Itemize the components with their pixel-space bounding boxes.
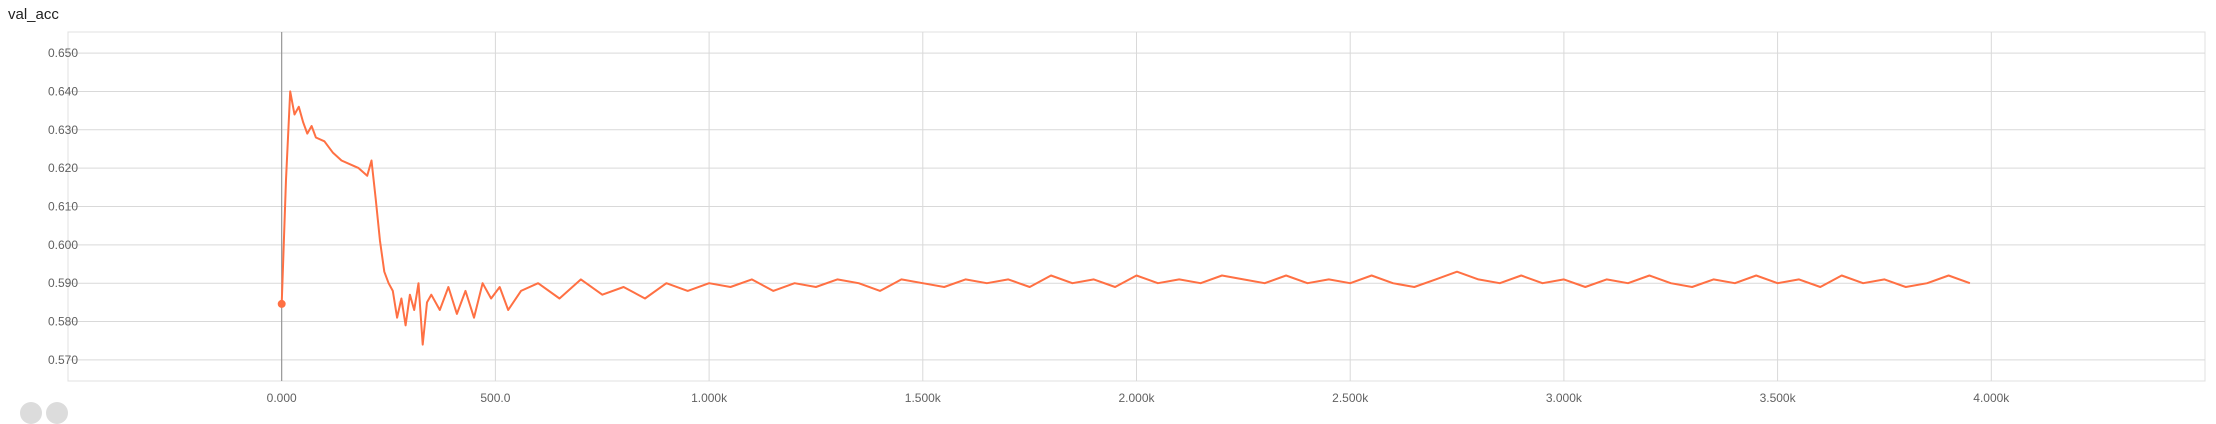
x-tick-label: 3.000k <box>1546 391 1583 405</box>
x-tick-label: 2.500k <box>1332 391 1369 405</box>
x-tick-label: 500.0 <box>480 391 510 405</box>
circle-icon <box>20 402 42 424</box>
y-tick-label: 0.600 <box>48 238 78 252</box>
x-tick-label: 1.500k <box>905 391 942 405</box>
x-tick-label: 1.000k <box>691 391 728 405</box>
series-start-point <box>277 299 286 308</box>
circle-icon <box>46 402 68 424</box>
y-tick-label: 0.590 <box>48 276 78 290</box>
y-tick-label: 0.630 <box>48 123 78 137</box>
y-tick-label: 0.610 <box>48 200 78 214</box>
x-tick-label: 0.000 <box>267 391 297 405</box>
y-tick-label: 0.650 <box>48 46 78 60</box>
series-line <box>280 90 1971 346</box>
x-tick-label: 4.000k <box>1973 391 2010 405</box>
y-tick-label: 0.570 <box>48 353 78 367</box>
chart-plot: 0.000 500.0 1.000k 1.500k 2.000k 2.500k 3.000k… <box>48 31 2206 405</box>
y-tick-label: 0.640 <box>48 84 78 98</box>
y-tick-label: 0.580 <box>48 315 78 329</box>
x-tick-label: 3.500k <box>1760 391 1797 405</box>
y-tick-label: 0.620 <box>48 161 78 175</box>
x-tick-label: 2.000k <box>1118 391 1155 405</box>
chart-title: val_acc <box>8 6 59 23</box>
